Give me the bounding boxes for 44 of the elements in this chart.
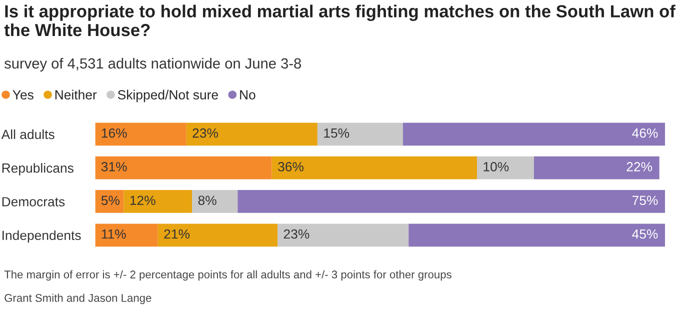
data-label: 22% — [626, 162, 652, 172]
data-label: 21% — [164, 229, 190, 239]
bar — [95, 224, 158, 247]
data-label: 15% — [324, 128, 350, 138]
data-label: 23% — [192, 128, 218, 138]
data-label: 75% — [632, 196, 658, 206]
data-label: 10% — [484, 162, 509, 172]
bar — [192, 190, 238, 213]
y-tick-label: All adults — [1, 129, 54, 140]
data-label: 8% — [198, 196, 216, 206]
data-label: 11% — [102, 229, 126, 239]
bar — [124, 190, 192, 213]
data-label: 23% — [284, 229, 310, 239]
data-label: 36% — [278, 162, 304, 172]
bar — [534, 156, 660, 180]
legend-label: No — [240, 90, 256, 100]
legend-label: Neither — [55, 90, 97, 100]
bar — [408, 224, 666, 247]
data-label: 12% — [130, 196, 156, 205]
bar — [238, 190, 666, 213]
bar — [95, 190, 124, 213]
legend-label: Yes — [12, 90, 34, 100]
data-label: 31% — [101, 162, 127, 172]
data-label: 45% — [632, 229, 658, 239]
text: Grant Smith and Jason Lange — [4, 294, 152, 304]
chart-title: Is it appropriate to hold mixed martial arts fighting matches on the South Lawn of the White House? — [4, 4, 676, 36]
chart-subtitle: survey of 4,531 adults nationwide on June 3-8 — [4, 58, 301, 72]
text: The margin of error is +/- 2 percentage points for all adults and +/- 3 points for other groups — [4, 270, 452, 281]
bar — [317, 122, 403, 146]
bar — [278, 224, 409, 247]
bar — [158, 224, 278, 247]
y-tick-label: Republicans — [2, 163, 74, 176]
data-label: 46% — [632, 128, 658, 138]
bar — [272, 156, 477, 180]
bar — [95, 156, 272, 180]
data-label: 16% — [102, 128, 127, 138]
bar — [476, 156, 534, 180]
legend-label: Skipped/Not sure — [118, 90, 218, 102]
y-tick-label: Democrats — [2, 197, 65, 206]
bar — [402, 122, 666, 146]
bar — [186, 122, 318, 146]
y-tick-label: Independents — [2, 230, 81, 243]
data-label: 5% — [101, 196, 120, 206]
bar — [95, 122, 186, 146]
